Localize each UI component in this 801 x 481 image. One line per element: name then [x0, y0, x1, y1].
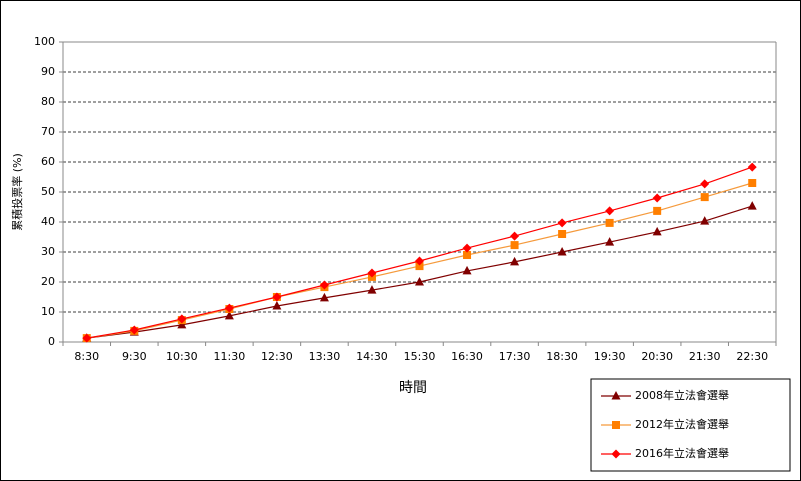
legend-marker	[612, 421, 620, 429]
y-tick-label: 90	[41, 65, 55, 78]
x-tick-label: 15:30	[404, 350, 436, 363]
marker	[747, 201, 757, 210]
marker	[557, 218, 567, 228]
marker	[177, 314, 187, 324]
marker	[463, 251, 472, 259]
marker	[510, 256, 520, 266]
marker	[462, 243, 472, 253]
y-tick-label: 0	[48, 335, 55, 348]
marker	[129, 325, 139, 335]
marker	[605, 218, 614, 227]
marker	[272, 301, 282, 310]
marker	[557, 247, 567, 256]
marker	[367, 285, 377, 294]
marker	[558, 230, 567, 238]
marker	[605, 206, 615, 216]
x-tick-label: 10:30	[166, 350, 198, 363]
y-tick-label: 60	[41, 155, 55, 168]
y-tick-label: 20	[41, 275, 55, 288]
x-tick-label: 13:30	[309, 350, 341, 363]
y-tick-label: 30	[41, 245, 55, 258]
y-tick-label: 10	[41, 305, 55, 318]
marker	[605, 237, 615, 246]
legend-label: 2012年立法會選舉	[635, 417, 729, 431]
marker	[224, 303, 234, 313]
y-axis-label: 累積投票率 (%)	[10, 153, 24, 231]
marker	[510, 231, 520, 241]
marker	[700, 193, 709, 202]
x-tick-label: 12:30	[261, 350, 293, 363]
y-tick-label: 50	[41, 185, 55, 198]
x-tick-label: 14:30	[356, 350, 388, 363]
marker	[224, 310, 234, 320]
x-tick-label: 21:30	[689, 350, 721, 363]
marker	[652, 193, 662, 203]
marker	[510, 241, 519, 250]
legend-label: 2016年立法會選舉	[635, 446, 729, 460]
marker	[177, 319, 187, 329]
y-tick-label: 40	[41, 215, 55, 228]
marker	[415, 277, 424, 286]
x-tick-label: 17:30	[499, 350, 531, 363]
legend-marker	[611, 449, 621, 459]
marker	[82, 333, 92, 343]
marker	[747, 162, 757, 172]
marker	[415, 256, 424, 266]
marker	[319, 280, 329, 290]
marker	[748, 179, 757, 187]
marker	[415, 262, 424, 271]
legend-marker	[611, 391, 621, 400]
marker	[367, 268, 377, 278]
marker	[272, 292, 282, 302]
x-tick-label: 16:30	[451, 350, 483, 363]
marker	[653, 206, 662, 215]
y-tick-label: 100	[34, 35, 55, 48]
x-tick-label: 19:30	[594, 350, 626, 363]
legend-label: 2008年立法會選舉	[635, 388, 729, 402]
y-tick-label: 70	[41, 125, 55, 138]
x-tick-label: 22:30	[736, 350, 768, 363]
x-tick-label: 9:30	[122, 350, 147, 363]
marker	[652, 226, 662, 236]
marker	[700, 179, 710, 189]
x-tick-label: 8:30	[74, 350, 99, 363]
x-tick-label: 20:30	[641, 350, 673, 363]
marker	[462, 265, 472, 275]
marker	[319, 292, 329, 302]
x-tick-label: 18:30	[546, 350, 578, 363]
x-axis-label: 時間	[399, 380, 427, 396]
x-tick-label: 11:30	[214, 350, 246, 363]
y-tick-label: 80	[41, 95, 55, 108]
marker	[700, 216, 710, 225]
